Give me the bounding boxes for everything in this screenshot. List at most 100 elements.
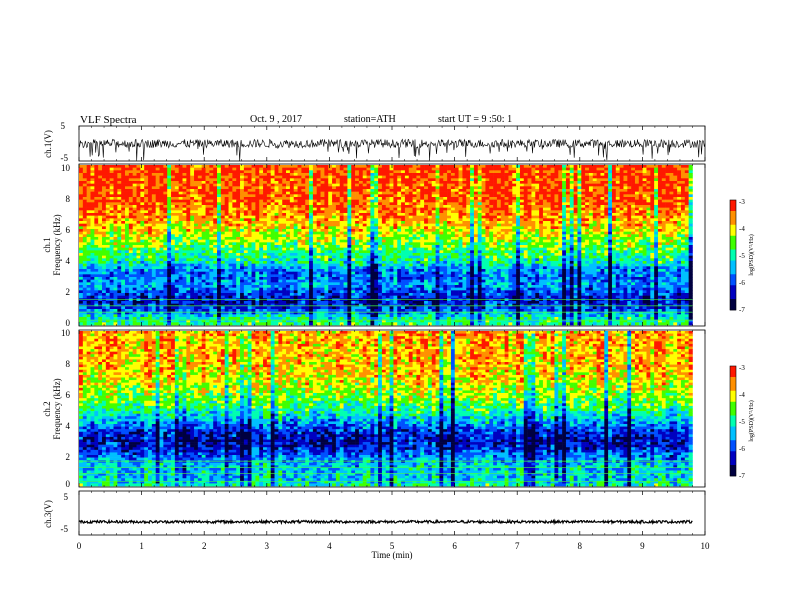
spectrogram-cell bbox=[680, 178, 686, 182]
spectrogram-cell bbox=[569, 221, 574, 224]
spectrogram-cell bbox=[312, 237, 318, 240]
spectrogram-cell bbox=[171, 242, 176, 246]
spectrogram-cell bbox=[634, 181, 640, 184]
spectrogram-cell bbox=[546, 237, 551, 240]
spectrogram-cell bbox=[293, 210, 298, 214]
spectrogram-cell bbox=[493, 173, 498, 176]
spectrogram-cell bbox=[378, 218, 383, 222]
spectrogram-cell bbox=[389, 237, 394, 240]
spectrogram-cell bbox=[128, 186, 133, 190]
spectrogram-cell bbox=[477, 181, 482, 184]
spectrogram-cell bbox=[677, 234, 682, 238]
spectrogram-cell bbox=[128, 205, 133, 208]
spectrogram-cell bbox=[642, 242, 647, 246]
spectrogram-cell bbox=[366, 199, 371, 203]
spectrogram-cell bbox=[148, 175, 153, 179]
spectrogram-cell bbox=[680, 199, 686, 203]
spectrogram-cell bbox=[266, 237, 272, 240]
spectrogram-cell bbox=[289, 175, 295, 179]
spectrogram-cell bbox=[562, 213, 567, 216]
spectrogram-cell bbox=[519, 210, 525, 214]
spectrogram-cell bbox=[232, 226, 237, 230]
spectrogram-cell bbox=[148, 186, 153, 190]
spectrogram-cell bbox=[144, 165, 149, 168]
spectrogram-cell bbox=[105, 215, 110, 219]
spectrogram-cell bbox=[565, 237, 571, 240]
spectrogram-cell bbox=[546, 199, 551, 203]
spectrogram-cell bbox=[171, 215, 176, 219]
spectrogram-cell bbox=[289, 231, 295, 235]
spectrogram-cell bbox=[105, 178, 110, 182]
spectrogram-cell bbox=[186, 215, 191, 219]
spectrogram-cell bbox=[592, 165, 597, 168]
spectrogram-cell bbox=[550, 237, 555, 240]
spectrogram-cell bbox=[443, 178, 448, 182]
spectrogram-cell bbox=[619, 229, 624, 232]
spectrogram-cell bbox=[431, 237, 436, 240]
spectrogram-cell bbox=[531, 202, 536, 206]
spectrogram-cell bbox=[335, 202, 341, 206]
spectrogram-cell bbox=[286, 175, 291, 179]
spectrogram-cell bbox=[542, 245, 548, 248]
spectrogram-cell bbox=[347, 170, 352, 174]
spectrogram-cell bbox=[527, 197, 532, 200]
spectrogram-cell bbox=[148, 245, 153, 248]
spectrogram-cell bbox=[159, 234, 164, 238]
spectrogram-cell bbox=[347, 226, 352, 230]
spectrogram-cell bbox=[182, 229, 187, 232]
spectrogram-cell bbox=[236, 239, 241, 243]
spectrogram-cell bbox=[627, 197, 632, 200]
spectrogram-cell bbox=[270, 181, 275, 184]
spectrogram-cell bbox=[615, 165, 620, 168]
spectrogram-cell bbox=[481, 175, 486, 179]
spectrogram-cell bbox=[470, 175, 475, 179]
spectrogram-cell bbox=[596, 175, 601, 179]
spectrogram-cell bbox=[535, 218, 540, 222]
spectrogram-cell bbox=[527, 223, 532, 227]
spectrogram-cell bbox=[355, 234, 360, 238]
spectrogram-cell bbox=[243, 165, 248, 168]
spectrogram-cell bbox=[79, 199, 84, 203]
spectrogram-cell bbox=[473, 207, 479, 211]
spectrogram-cell bbox=[466, 186, 471, 190]
spectrogram-cell bbox=[259, 189, 264, 192]
spectrogram-cell bbox=[554, 202, 559, 206]
spectrogram-cell bbox=[209, 173, 214, 176]
spectrogram-cell bbox=[523, 170, 528, 174]
spectrogram-cell bbox=[109, 202, 114, 206]
spectrogram-cell bbox=[470, 231, 475, 235]
spectrogram-cell bbox=[113, 178, 118, 182]
spectrogram-cell bbox=[328, 186, 333, 190]
spectrogram-cell bbox=[631, 223, 636, 227]
spectrogram-cell bbox=[335, 205, 341, 208]
spectrogram-cell bbox=[424, 213, 429, 216]
spectrogram-cell bbox=[424, 175, 429, 179]
spectrogram-cell bbox=[240, 218, 245, 222]
spectrogram-cell bbox=[546, 191, 551, 195]
spectrogram-cell bbox=[688, 221, 693, 224]
spectrogram-cell bbox=[581, 237, 586, 240]
spectrogram-cell bbox=[680, 205, 686, 208]
spectrogram-cell bbox=[102, 202, 107, 206]
spectrogram-cell bbox=[608, 165, 613, 168]
spectrogram-cell bbox=[190, 221, 195, 224]
spectrogram-cell bbox=[577, 234, 582, 238]
spectrogram-cell bbox=[90, 231, 95, 235]
spectrogram-cell bbox=[535, 194, 540, 198]
spectrogram-cell bbox=[585, 194, 590, 198]
spectrogram-cell bbox=[182, 205, 187, 208]
spectrogram-cell bbox=[282, 223, 287, 227]
spectrogram-cell bbox=[270, 167, 275, 171]
spectrogram-cell bbox=[90, 213, 95, 216]
spectrogram-cell bbox=[550, 170, 555, 174]
spectrogram-cell bbox=[362, 167, 367, 171]
spectrogram-cell bbox=[167, 170, 172, 174]
spectrogram-cell bbox=[98, 221, 103, 224]
spectrogram-cell bbox=[596, 199, 601, 203]
spectrogram-cell bbox=[627, 181, 632, 184]
spectrogram-cell bbox=[562, 181, 567, 184]
spectrogram-cell bbox=[251, 181, 256, 184]
spectrogram-cell bbox=[504, 223, 509, 227]
spectrogram-cell bbox=[550, 234, 555, 238]
spectrogram-cell bbox=[424, 186, 429, 190]
